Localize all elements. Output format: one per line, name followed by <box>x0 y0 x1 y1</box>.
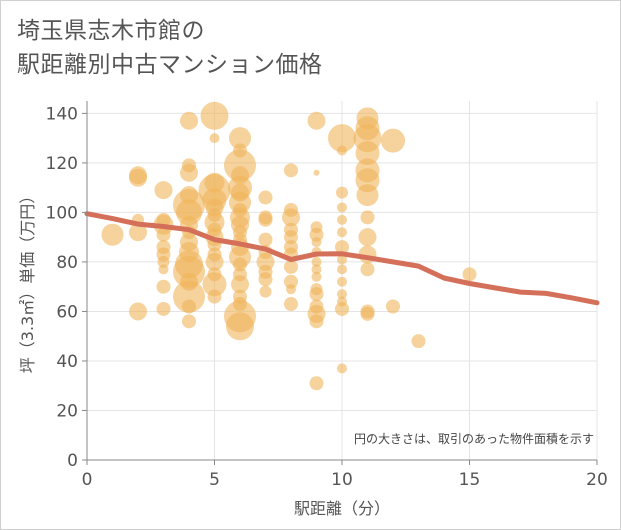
data-bubble <box>259 285 272 298</box>
data-bubble <box>337 289 347 300</box>
data-bubble <box>311 237 322 248</box>
data-bubble <box>313 169 320 176</box>
data-bubble <box>284 230 298 245</box>
title-line-2: 駅距離別中古マンション価格 <box>17 52 323 78</box>
y-tick-label: 40 <box>56 352 78 372</box>
data-bubble <box>173 280 205 313</box>
y-tick-label: 20 <box>56 401 78 421</box>
data-bubble <box>256 252 275 271</box>
data-bubble <box>154 181 173 200</box>
data-bubble <box>209 133 220 144</box>
data-bubble <box>337 202 347 213</box>
data-bubble <box>156 301 171 316</box>
data-bubble <box>309 227 324 242</box>
x-tick-label: 5 <box>209 470 220 490</box>
data-bubble <box>129 223 147 242</box>
y-tick-label: 0 <box>67 451 78 471</box>
data-bubble <box>157 255 170 268</box>
data-bubble <box>411 334 426 349</box>
data-bubble <box>358 228 377 247</box>
data-bubble <box>205 252 224 271</box>
y-tick-label: 140 <box>46 104 78 124</box>
y-tick-label: 80 <box>56 253 78 273</box>
data-bubble <box>309 314 324 329</box>
data-bubble <box>129 302 147 321</box>
y-tick-label: 100 <box>46 203 78 223</box>
data-bubble <box>381 128 405 153</box>
data-bubble <box>337 254 347 265</box>
data-bubble <box>180 111 198 130</box>
data-bubble <box>462 267 477 282</box>
chart-title: 埼玉県志木市館の 駅距離別中古マンション価格 <box>17 14 323 82</box>
y-tick-label: 120 <box>46 154 78 174</box>
data-bubble <box>182 314 196 329</box>
data-bubble <box>311 256 322 267</box>
data-bubble <box>129 168 147 187</box>
x-tick-label: 15 <box>459 470 481 490</box>
data-bubble <box>336 186 348 199</box>
y-axis-label: 坪（3.3㎡）単価（万円） <box>18 188 37 373</box>
data-bubble <box>229 127 251 150</box>
data-bubble <box>335 240 349 255</box>
x-tick-label: 10 <box>331 470 353 490</box>
data-bubble <box>335 301 349 316</box>
data-bubble <box>307 111 326 130</box>
data-bubble <box>284 297 298 312</box>
data-bubble <box>360 210 375 225</box>
bubble-size-note: 円の大きさは、取引のあった物件面積を示す <box>354 431 594 446</box>
data-bubble <box>355 140 380 165</box>
x-tick-label: 20 <box>586 470 608 490</box>
data-bubble <box>360 262 375 277</box>
data-bubble <box>258 232 273 247</box>
data-bubble <box>101 223 124 246</box>
data-bubble <box>202 272 227 297</box>
data-bubble <box>207 289 222 304</box>
data-bubble <box>156 279 171 294</box>
data-bubble <box>156 227 171 242</box>
title-line-1: 埼玉県志木市館の <box>17 18 205 44</box>
data-bubble <box>337 363 347 374</box>
data-bubble <box>182 299 196 314</box>
data-bubble <box>328 124 356 153</box>
data-bubble <box>309 287 324 302</box>
trend-line <box>84 211 600 306</box>
data-bubble <box>284 259 298 274</box>
trend-layer <box>84 211 600 306</box>
data-bubble <box>231 275 249 294</box>
data-bubble <box>337 214 347 225</box>
data-bubble <box>284 163 298 178</box>
x-tick-label: 0 <box>82 470 93 490</box>
data-bubble <box>386 299 400 314</box>
data-bubble <box>311 264 322 275</box>
axes: 0 20 40 60 80 100 120 140 0 5 10 15 20 <box>46 101 608 490</box>
data-bubble <box>337 276 347 287</box>
data-bubble <box>356 184 379 207</box>
data-bubble <box>337 264 347 275</box>
data-bubble <box>258 272 273 287</box>
data-bubble <box>284 274 298 289</box>
data-bubble <box>337 227 347 238</box>
data-bubble <box>258 190 273 205</box>
x-axis-label: 駅距離（分） <box>294 499 390 518</box>
data-bubble <box>309 376 324 391</box>
data-bubble <box>233 257 247 272</box>
data-bubble <box>226 312 254 341</box>
data-bubble <box>337 145 347 156</box>
data-bubble <box>180 163 198 182</box>
y-tick-label: 60 <box>56 302 78 322</box>
data-bubble <box>282 208 300 227</box>
data-bubble <box>158 264 169 275</box>
data-bubble <box>286 284 296 295</box>
data-bubble <box>311 271 322 282</box>
data-bubble <box>258 212 273 227</box>
data-bubble <box>360 306 375 321</box>
data-bubble <box>200 101 229 130</box>
